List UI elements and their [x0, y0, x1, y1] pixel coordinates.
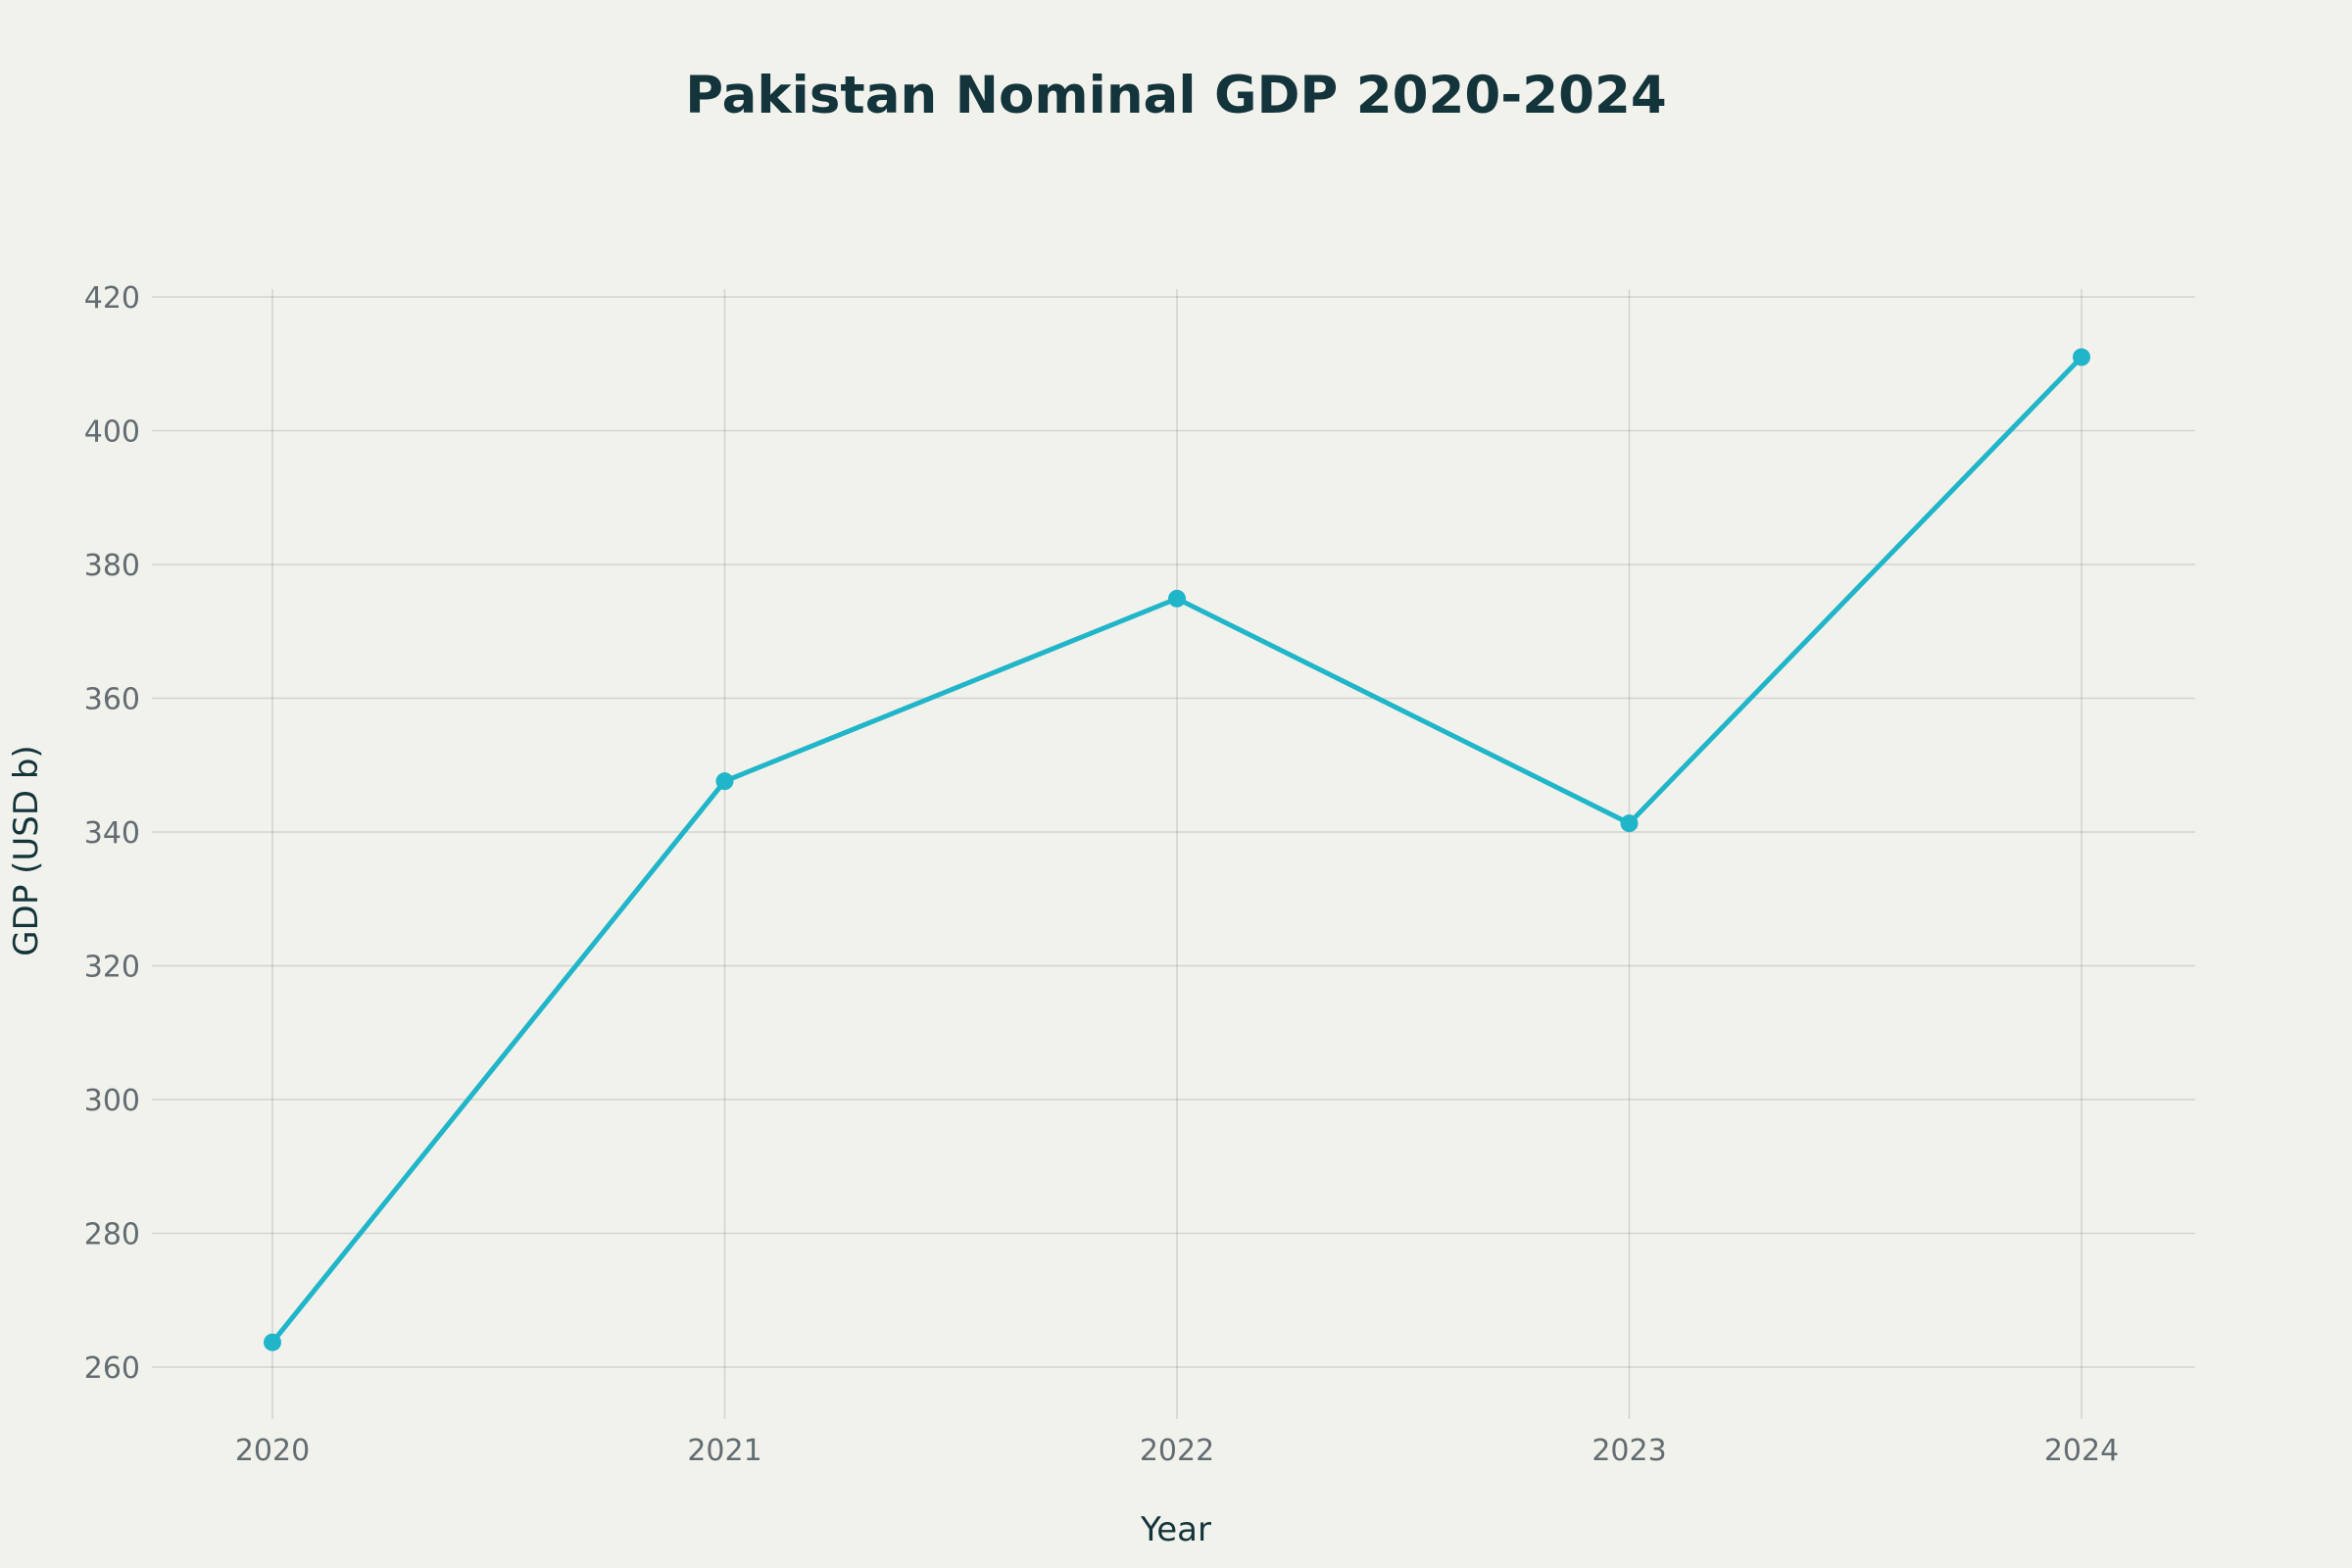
x-tick-label: 2020: [235, 1434, 310, 1468]
y-tick-label: 280: [84, 1218, 140, 1252]
y-tick-label: 260: [84, 1351, 140, 1386]
chart-title: Pakistan Nominal GDP 2020-2024: [685, 66, 1667, 125]
series: [264, 348, 2090, 1351]
data-point[interactable]: [715, 772, 734, 791]
y-tick-label: 380: [84, 549, 140, 583]
y-tick-label: 340: [84, 816, 140, 851]
x-axis-title: Year: [1140, 1510, 1211, 1549]
data-point[interactable]: [1620, 814, 1639, 833]
x-tick-label: 2024: [2044, 1434, 2119, 1468]
y-tick-label: 300: [84, 1084, 140, 1118]
x-tick-label: 2023: [1592, 1434, 1666, 1468]
y-tick-label: 320: [84, 951, 140, 985]
y-tick-label: 400: [84, 416, 140, 450]
x-tick-label: 2021: [687, 1434, 761, 1468]
y-tick-label: 420: [84, 281, 140, 316]
grid: [152, 289, 2195, 1419]
y-tick-label: 360: [84, 683, 140, 717]
y-axis-title: GDP (USD b): [7, 745, 46, 956]
x-tick-label: 2022: [1140, 1434, 1214, 1468]
data-point[interactable]: [2073, 348, 2090, 367]
data-point[interactable]: [1168, 589, 1186, 608]
data-point[interactable]: [264, 1333, 281, 1351]
tick-labels: 260 280 300 320 340 360 380 400 420 2020 2021 2022 2…: [84, 281, 2119, 1468]
